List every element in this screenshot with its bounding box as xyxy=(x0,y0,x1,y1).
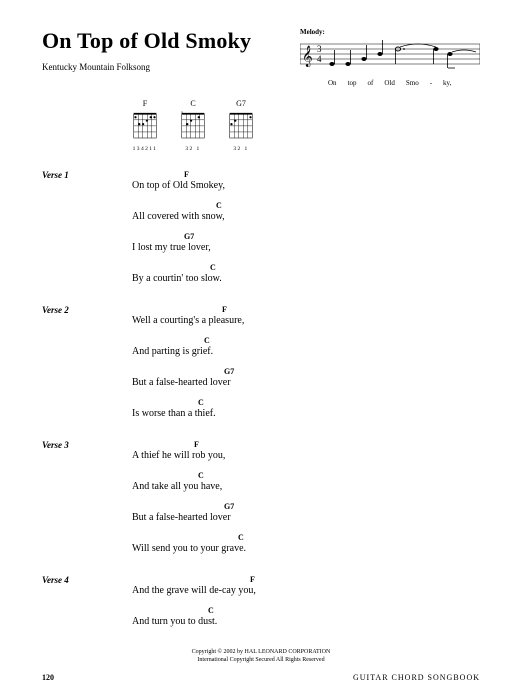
chord-mark: C xyxy=(238,533,244,542)
lyric-text: By a courtin' too slow. xyxy=(132,273,480,284)
chord-mark: C xyxy=(204,336,210,345)
lyric-line: FAnd the grave will de-cay you, xyxy=(132,575,480,596)
verse: Verse 2FWell a courting's a pleasure,CAn… xyxy=(42,305,480,429)
chord-diagrams: F 134211 C × 32 1 G7 32 1 xyxy=(132,99,480,152)
lyric-text: And take all you have, xyxy=(132,481,480,492)
lyric-text: I lost my true lover, xyxy=(132,242,480,253)
footer: 120 GUITAR CHORD SONGBOOK xyxy=(42,673,480,682)
lyric-line: CAnd turn you to dust. xyxy=(132,606,480,627)
chord-mark: F xyxy=(194,440,199,449)
verse-label: Verse 3 xyxy=(42,440,132,564)
verse-label: Verse 1 xyxy=(42,170,132,294)
verse-label: Verse 4 xyxy=(42,575,132,637)
copyright: Copyright © 2002 by HAL LEONARD CORPORAT… xyxy=(42,648,480,665)
verse-label: Verse 2 xyxy=(42,305,132,429)
chord-mark: G7 xyxy=(224,367,234,376)
lyric-line: CBy a courtin' too slow. xyxy=(132,263,480,284)
song-subtitle: Kentucky Mountain Folksong xyxy=(42,62,251,72)
lyric-line: FWell a courting's a pleasure, xyxy=(132,305,480,326)
lyric-line: CAnd parting is grief. xyxy=(132,336,480,357)
lyric-text: And parting is grief. xyxy=(132,346,480,357)
chord-fingering: 32 1 xyxy=(228,146,254,152)
page-number: 120 xyxy=(42,673,54,682)
chord-diagram-f: F 134211 xyxy=(132,99,158,152)
svg-text:4: 4 xyxy=(317,54,322,64)
melody-syllables: Ontop ofOld Smo- ky, xyxy=(300,79,480,87)
lyric-line: G7I lost my true lover, xyxy=(132,232,480,253)
lyric-text: And the grave will de-cay you, xyxy=(132,585,480,596)
chord-mark: G7 xyxy=(184,232,194,241)
chord-mark: C xyxy=(208,606,214,615)
chord-grid-icon xyxy=(228,110,254,140)
lyric-line: G7But a false-hearted lover xyxy=(132,367,480,388)
lyric-text: And turn you to dust. xyxy=(132,616,480,627)
chord-mark: G7 xyxy=(224,502,234,511)
chord-grid-icon: × xyxy=(180,110,206,140)
verse: Verse 4FAnd the grave will de-cay you,CA… xyxy=(42,575,480,637)
melody-block: Melody: 𝄞 34 xyxy=(300,28,480,87)
chord-name: G7 xyxy=(228,99,254,108)
lyric-line: FOn top of Old Smokey, xyxy=(132,170,480,191)
verse: Verse 1FOn top of Old Smokey,CAll covere… xyxy=(42,170,480,294)
chord-mark: F xyxy=(250,575,255,584)
chord-mark: F xyxy=(184,170,189,179)
chord-fingering: 134211 xyxy=(132,146,158,152)
lyric-line: G7But a false-hearted lover xyxy=(132,502,480,523)
book-title: GUITAR CHORD SONGBOOK xyxy=(353,673,480,682)
chord-grid-icon xyxy=(132,110,158,140)
chord-diagram-c: C × 32 1 xyxy=(180,99,206,152)
lyric-text: A thief he will rob you, xyxy=(132,450,480,461)
lyric-line: CAnd take all you have, xyxy=(132,471,480,492)
verse: Verse 3FA thief he will rob you,CAnd tak… xyxy=(42,440,480,564)
chord-mark: C xyxy=(198,471,204,480)
lyric-text: On top of Old Smokey, xyxy=(132,180,480,191)
chord-mark: F xyxy=(222,305,227,314)
chord-name: F xyxy=(132,99,158,108)
lyric-text: But a false-hearted lover xyxy=(132,377,480,388)
melody-label: Melody: xyxy=(300,28,480,36)
lyric-text: All covered with snow, xyxy=(132,211,480,222)
lyric-text: Well a courting's a pleasure, xyxy=(132,315,480,326)
lyric-line: CWill send you to your grave. xyxy=(132,533,480,554)
lyric-line: CAll covered with snow, xyxy=(132,201,480,222)
chord-name: C xyxy=(180,99,206,108)
melody-staff: 𝄞 34 xyxy=(300,38,480,72)
chord-mark: C xyxy=(198,398,204,407)
lyric-text: Will send you to your grave. xyxy=(132,543,480,554)
svg-text:𝄞: 𝄞 xyxy=(302,46,313,67)
chord-mark: C xyxy=(216,201,222,210)
svg-text:3: 3 xyxy=(317,44,322,54)
lyric-line: CIs worse than a thief. xyxy=(132,398,480,419)
lyric-text: But a false-hearted lover xyxy=(132,512,480,523)
chord-diagram-g7: G7 32 1 xyxy=(228,99,254,152)
chord-mark: C xyxy=(210,263,216,272)
lyric-text: Is worse than a thief. xyxy=(132,408,480,419)
lyric-line: FA thief he will rob you, xyxy=(132,440,480,461)
chord-fingering: 32 1 xyxy=(180,146,206,152)
song-title: On Top of Old Smoky xyxy=(42,28,251,54)
